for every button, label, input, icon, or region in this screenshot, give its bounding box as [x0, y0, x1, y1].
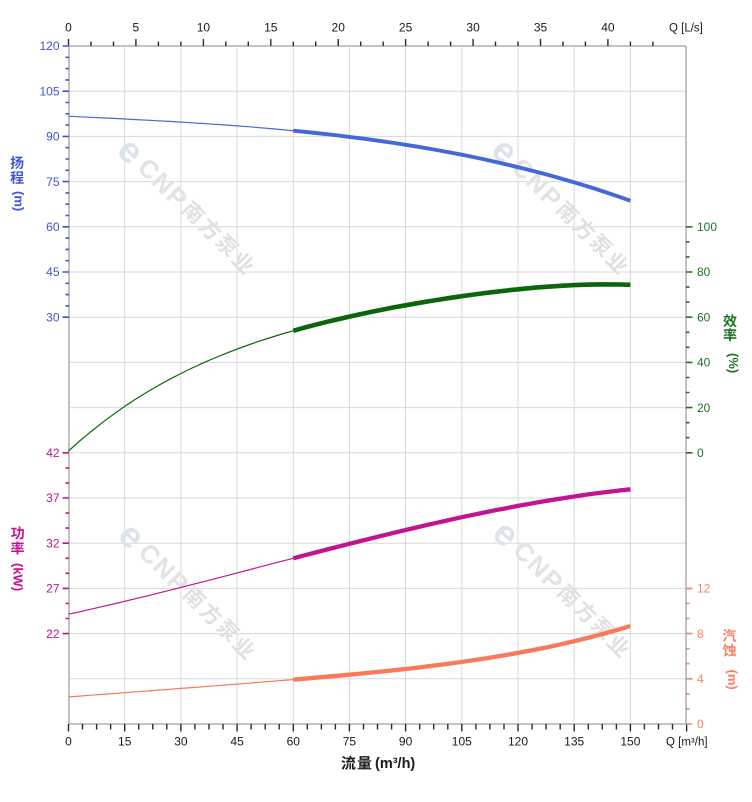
svg-text:60: 60: [287, 735, 301, 749]
svg-text:4: 4: [697, 672, 704, 686]
svg-text:0: 0: [65, 735, 72, 749]
svg-text:105: 105: [452, 735, 472, 749]
svg-text:32: 32: [46, 536, 60, 550]
svg-text:25: 25: [399, 21, 413, 35]
svg-text:42: 42: [46, 446, 60, 460]
svg-text:Q [m³/h]: Q [m³/h]: [666, 737, 708, 749]
svg-text:(kW): (kW): [11, 563, 26, 591]
svg-text:0: 0: [697, 717, 704, 731]
svg-text:30: 30: [466, 21, 480, 35]
svg-text:105: 105: [39, 84, 59, 98]
svg-text:Q [L/s]: Q [L/s]: [669, 23, 703, 35]
svg-text:30: 30: [174, 735, 188, 749]
svg-text:10: 10: [197, 21, 211, 35]
svg-text:135: 135: [564, 735, 584, 749]
svg-text:40: 40: [697, 356, 711, 370]
svg-text:37: 37: [46, 491, 60, 505]
svg-text:120: 120: [39, 39, 59, 53]
svg-text:75: 75: [343, 735, 357, 749]
svg-text:45: 45: [230, 735, 244, 749]
svg-text:120: 120: [508, 735, 528, 749]
svg-text:30: 30: [46, 310, 60, 324]
svg-text:40: 40: [601, 21, 615, 35]
svg-text:75: 75: [46, 175, 60, 189]
svg-text:150: 150: [620, 735, 640, 749]
svg-text:8: 8: [697, 627, 704, 641]
svg-text:(m): (m): [725, 670, 740, 690]
svg-text:0: 0: [65, 21, 72, 35]
svg-text:90: 90: [46, 130, 60, 144]
svg-text:45: 45: [46, 265, 60, 279]
svg-text:20: 20: [332, 21, 346, 35]
svg-text:12: 12: [697, 582, 711, 596]
svg-text:90: 90: [399, 735, 413, 749]
svg-text:60: 60: [697, 310, 711, 324]
svg-text:20: 20: [697, 401, 711, 415]
svg-text:(m): (m): [12, 191, 27, 211]
svg-text:(m³/h): (m³/h): [375, 756, 415, 772]
svg-text:27: 27: [46, 582, 60, 596]
svg-text:22: 22: [46, 627, 60, 641]
svg-text:100: 100: [697, 220, 717, 234]
svg-text:15: 15: [118, 735, 132, 749]
svg-text:60: 60: [46, 220, 60, 234]
svg-text:35: 35: [534, 21, 548, 35]
svg-text:15: 15: [264, 21, 278, 35]
svg-text:5: 5: [133, 21, 140, 35]
svg-text:0: 0: [697, 446, 704, 460]
svg-text:(%): (%): [726, 353, 741, 373]
svg-text:80: 80: [697, 265, 711, 279]
